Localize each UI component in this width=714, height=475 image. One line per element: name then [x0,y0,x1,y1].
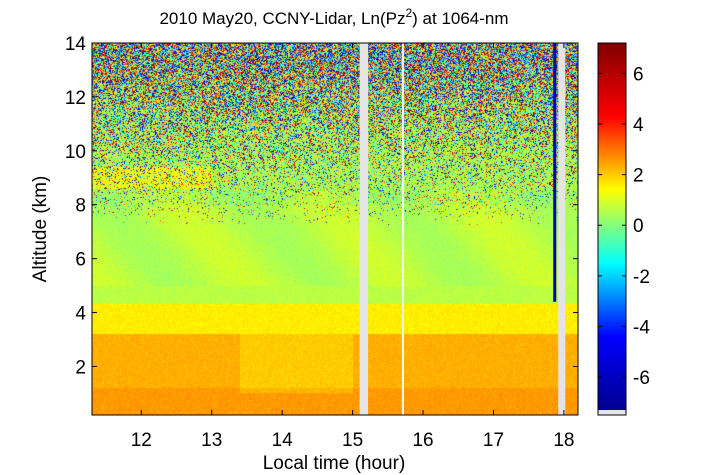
y-tick-label: 10 [65,142,86,163]
x-tick-label: 18 [553,430,574,451]
colorbar-tick-label: -4 [633,317,650,338]
data-gap [359,43,369,415]
x-tick-label: 17 [483,430,504,451]
x-axis-title: Local time (hour) [263,453,406,474]
plot-area [91,42,579,416]
y-tick-label: 2 [75,357,86,378]
x-tick-label: 14 [272,430,294,451]
x-tick-label: 13 [201,430,222,451]
colorbar-tick-label: -2 [633,267,650,288]
data-gap [401,43,405,415]
data-gap [558,43,566,415]
colorbar-fill [598,43,626,410]
colorbar-ticks: -6 -4 -2 0 2 4 6 [598,64,650,389]
colorbar-tick-label: 6 [633,64,644,85]
x-axis: 12 13 14 15 16 17 18 [131,43,574,451]
y-tick-label: 6 [75,250,86,271]
colorbar-tick-label: -6 [633,368,650,389]
colorbar: -6 -4 -2 0 2 4 6 [597,42,650,416]
x-tick-label: 16 [412,430,433,451]
chart-title: 2010 May20, CCNY-Lidar, Ln(Pz2) at 1064-… [159,6,508,28]
y-axis: 2 4 6 8 10 12 14 [65,34,578,378]
colorbar-tick-label: 2 [633,166,644,187]
chart-title-superscript: 2 [405,6,412,20]
colorbar-frame [597,42,627,416]
colorbar-tick-label: 0 [633,216,644,237]
heatmap-image [92,43,578,415]
x-tick-label: 12 [131,430,152,451]
chart-title-end: ) at 1064-nm [412,9,508,28]
y-tick-label: 4 [75,304,86,325]
colorbar-tick-label: 4 [633,115,644,136]
y-tick-label: 12 [65,88,86,109]
chart-title-main: 2010 May20, CCNY-Lidar, Ln(Pz [159,9,405,28]
plot-frame [91,42,579,416]
x-tick-label: 15 [342,430,363,451]
colorbar-empty-strip [598,410,626,415]
data-gaps [359,43,566,415]
y-axis-title: Altitude (km) [30,176,51,283]
y-tick-label: 14 [65,34,87,55]
y-tick-label: 8 [75,196,86,217]
